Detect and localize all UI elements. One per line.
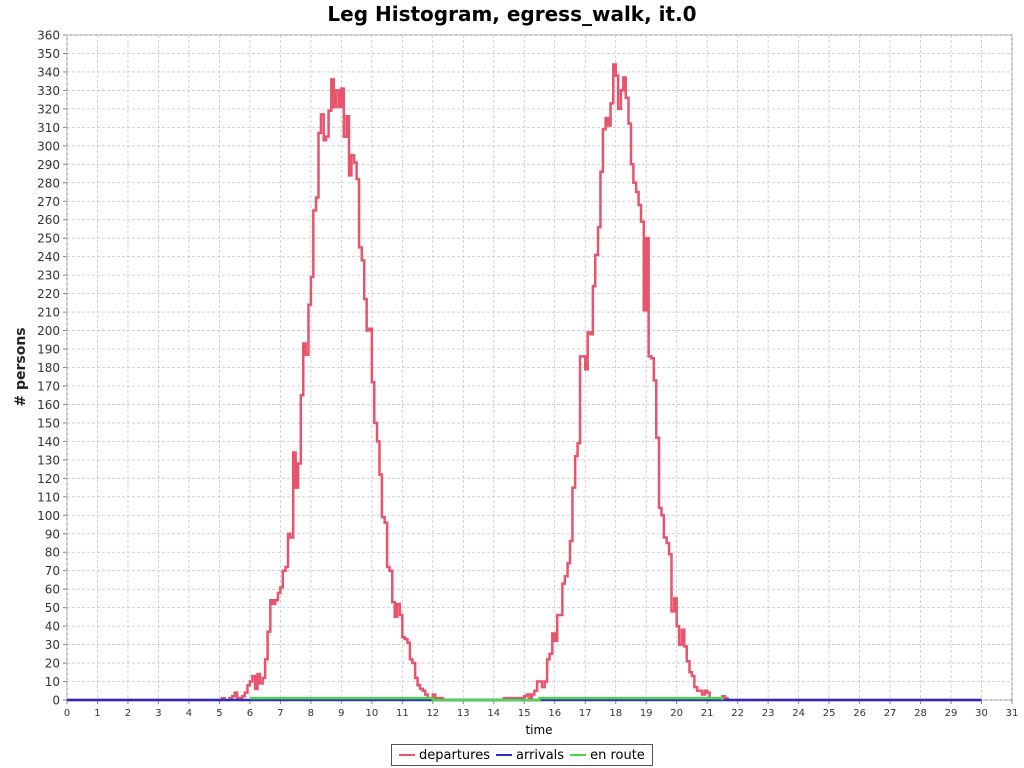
legend: departures arrivals en route: [391, 744, 653, 766]
x-tick-label: 27: [884, 708, 897, 719]
x-tick-label: 6: [247, 708, 253, 719]
y-tick-label: 30: [45, 638, 60, 652]
x-tick-label: 26: [853, 708, 866, 719]
x-tick-label: 0: [64, 708, 70, 719]
y-tick-label: 360: [37, 29, 60, 43]
y-tick-label: 220: [37, 287, 60, 301]
x-tick-label: 30: [975, 708, 988, 719]
x-tick-label: 15: [518, 708, 531, 719]
chart-title: Leg Histogram, egress_walk, it.0: [327, 2, 697, 26]
y-tick-label: 160: [37, 398, 60, 412]
y-tick-label: 0: [52, 694, 60, 708]
grid-lines: [66, 34, 1013, 701]
y-tick-label: 300: [37, 139, 60, 153]
x-tick-label: 4: [186, 708, 192, 719]
x-tick-label: 21: [701, 708, 714, 719]
x-tick-label: 18: [609, 708, 622, 719]
y-tick-label: 180: [37, 361, 60, 375]
x-tick-label: 11: [396, 708, 409, 719]
y-tick-label: 240: [37, 250, 60, 264]
y-tick-label: 140: [37, 435, 60, 449]
legend-label-departures: departures: [419, 747, 490, 763]
y-tick-label: 120: [37, 472, 60, 486]
y-tick-label: 340: [37, 65, 60, 79]
x-tick-label: 31: [1006, 708, 1019, 719]
y-tick-label: 330: [37, 84, 60, 98]
y-tick-label: 250: [37, 232, 60, 246]
y-tick-label: 260: [37, 213, 60, 227]
legend-item-en-route: en route: [570, 748, 645, 763]
y-tick-label: 280: [37, 176, 60, 190]
legend-swatch-departures: [399, 754, 415, 756]
y-tick-label: 110: [37, 490, 60, 504]
y-tick-label: 60: [45, 583, 60, 597]
x-tick-label: 10: [365, 708, 378, 719]
x-tick-label: 22: [731, 708, 744, 719]
y-tick-label: 70: [45, 564, 60, 578]
axes: 0102030405060708090100110120130140150160…: [37, 29, 1018, 720]
legend-swatch-en-route: [570, 754, 587, 756]
legend-swatch-arrivals: [495, 754, 512, 756]
y-tick-label: 200: [37, 324, 60, 338]
y-tick-label: 150: [37, 416, 60, 430]
x-tick-label: 7: [277, 708, 283, 719]
x-tick-label: 19: [640, 708, 653, 719]
x-tick-label: 2: [125, 708, 131, 719]
x-tick-label: 29: [945, 708, 958, 719]
series-en-route: [249, 696, 724, 702]
x-tick-label: 16: [548, 708, 561, 719]
x-tick-label: 1: [94, 708, 100, 719]
x-tick-label: 14: [487, 708, 500, 719]
y-tick-label: 20: [45, 657, 60, 671]
y-tick-label: 320: [37, 102, 60, 116]
x-tick-label: 28: [914, 708, 927, 719]
x-axis-label: time: [525, 723, 552, 737]
y-tick-label: 80: [45, 546, 60, 560]
x-tick-label: 5: [216, 708, 222, 719]
y-tick-label: 210: [37, 306, 60, 320]
y-tick-label: 170: [37, 379, 60, 393]
y-tick-label: 50: [45, 601, 60, 615]
series-lines: [67, 63, 982, 702]
y-tick-label: 350: [37, 47, 60, 61]
y-tick-label: 270: [37, 195, 60, 209]
y-tick-label: 230: [37, 269, 60, 283]
x-tick-label: 9: [338, 708, 344, 719]
y-tick-label: 100: [37, 509, 60, 523]
y-tick-label: 310: [37, 121, 60, 135]
y-tick-label: 290: [37, 158, 60, 172]
legend-label-arrivals: arrivals: [515, 747, 565, 763]
y-tick-label: 90: [45, 527, 60, 541]
legend-label-en-route: en route: [590, 747, 645, 763]
y-tick-label: 190: [37, 343, 60, 357]
y-axis-label: # persons: [13, 327, 29, 406]
legend-item-departures: departures: [399, 748, 490, 763]
x-tick-label: 25: [823, 708, 836, 719]
x-tick-label: 8: [308, 708, 314, 719]
y-tick-label: 40: [45, 620, 60, 634]
x-tick-label: 24: [792, 708, 805, 719]
legend-item-arrivals: arrivals: [495, 747, 565, 763]
x-tick-label: 12: [426, 708, 439, 719]
x-tick-label: 3: [155, 708, 161, 719]
y-tick-label: 10: [45, 675, 60, 689]
x-tick-label: 20: [670, 708, 683, 719]
y-tick-label: 130: [37, 453, 60, 467]
x-tick-label: 13: [457, 708, 470, 719]
x-tick-label: 23: [762, 708, 775, 719]
x-tick-label: 17: [579, 708, 592, 719]
